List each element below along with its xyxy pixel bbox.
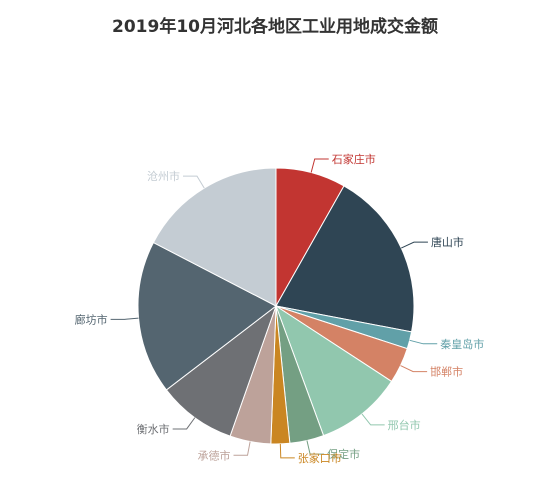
slice-label: 廊坊市 bbox=[75, 312, 108, 326]
slice-label: 石家庄市 bbox=[332, 152, 376, 166]
label-leader-line bbox=[110, 317, 139, 320]
label-leader-line bbox=[182, 175, 205, 189]
slice-label: 邯郸市 bbox=[430, 365, 463, 379]
label-leader-line bbox=[306, 440, 325, 455]
slice-label: 秦皇岛市 bbox=[440, 337, 484, 351]
label-leader-line bbox=[401, 241, 428, 249]
slice-label: 邢台市 bbox=[388, 418, 421, 432]
slice-label: 张家口市 bbox=[298, 451, 342, 465]
chart-title: 2019年10月河北各地区工业用地成交金额 bbox=[112, 17, 438, 37]
label-leader-line bbox=[233, 441, 251, 456]
label-leader-line bbox=[172, 417, 196, 430]
slice-label: 唐山市 bbox=[431, 235, 464, 249]
label-leader-line bbox=[409, 339, 438, 345]
slice-label: 衡水市 bbox=[137, 422, 170, 436]
label-leader-line bbox=[361, 413, 385, 426]
pie-slice[interactable] bbox=[137, 241, 277, 391]
slice-label: 承德市 bbox=[198, 448, 231, 462]
label-leader-line bbox=[279, 443, 295, 459]
label-leader-line bbox=[310, 158, 329, 173]
pie-slices bbox=[137, 167, 415, 445]
label-leader-line bbox=[400, 365, 428, 373]
slice-label: 保定市 bbox=[327, 447, 360, 461]
pie-slice[interactable] bbox=[165, 304, 278, 437]
slice-label: 沧州市 bbox=[147, 169, 180, 183]
